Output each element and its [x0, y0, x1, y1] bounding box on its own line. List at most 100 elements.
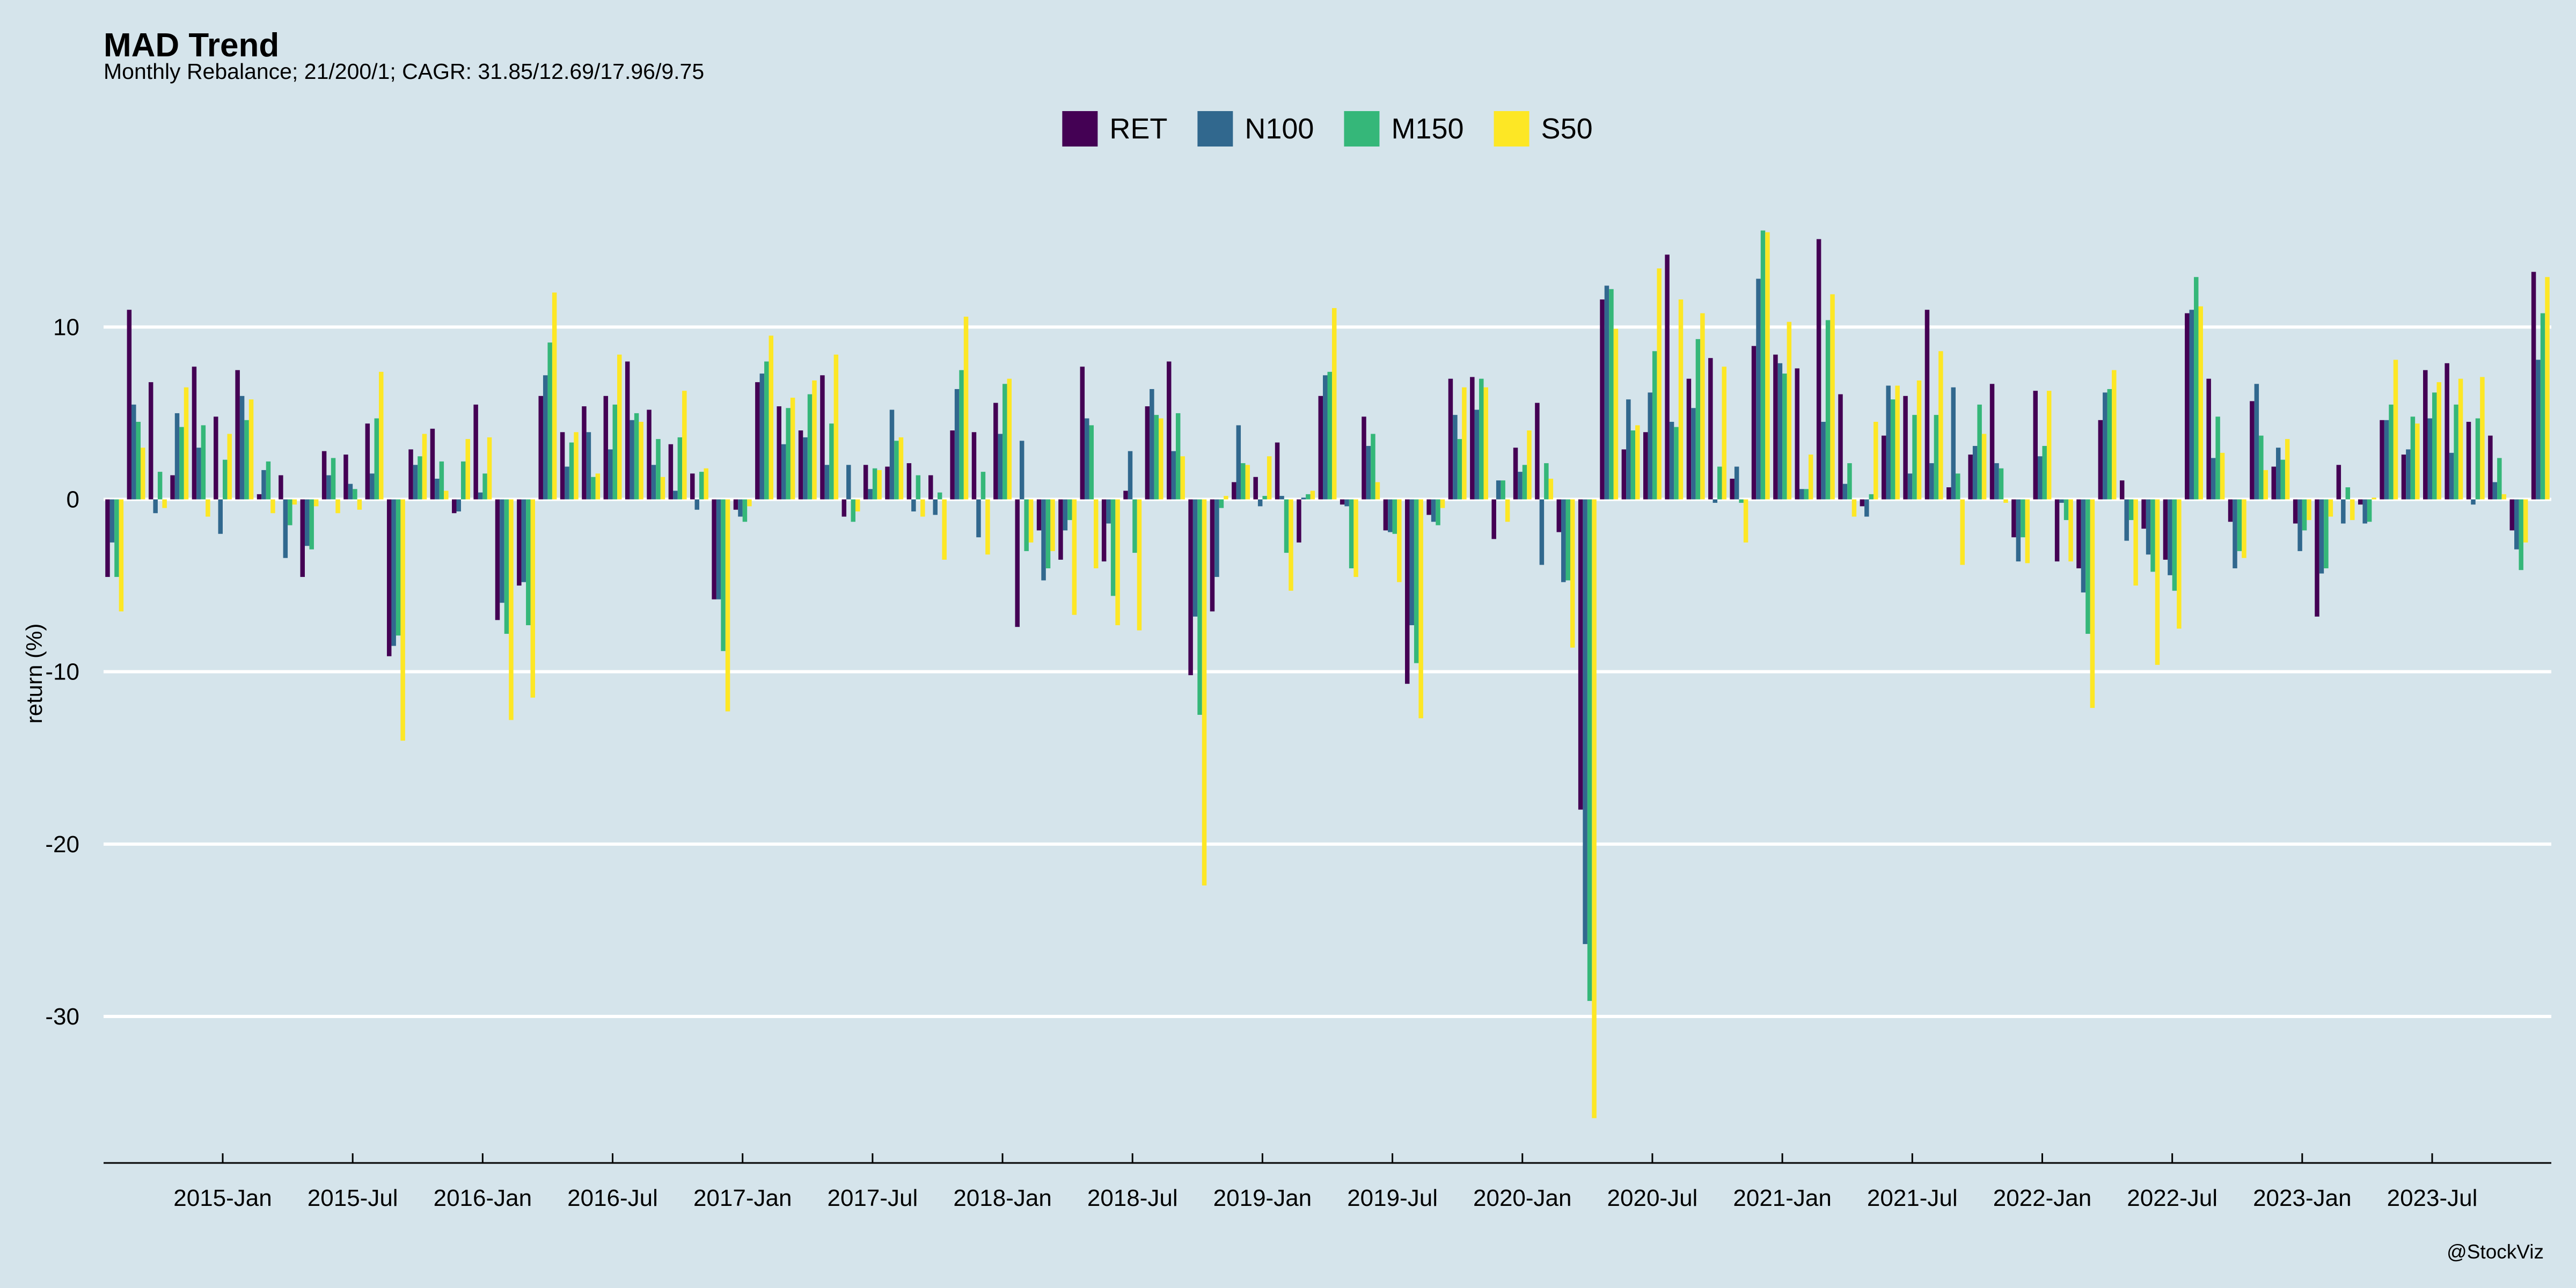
bar [656, 439, 661, 500]
bar [1977, 404, 1982, 500]
bar [1674, 427, 1679, 500]
bar [244, 420, 249, 500]
bar [2380, 420, 2384, 500]
bar [889, 409, 895, 500]
bar [2358, 499, 2363, 505]
bar [824, 465, 830, 500]
y-tick-label: -20 [45, 831, 79, 858]
bar [119, 499, 124, 612]
bar [353, 489, 357, 500]
bar [1907, 473, 1913, 500]
bar [1085, 418, 1089, 500]
bar [1765, 232, 1770, 500]
bar [877, 470, 882, 500]
bar [1782, 374, 1787, 500]
bar [1934, 415, 1939, 500]
bar [509, 499, 514, 720]
bar [2150, 499, 2155, 572]
bar [391, 499, 396, 646]
bar [1960, 499, 1965, 565]
bar [803, 437, 808, 500]
x-tick-label: 2017-Jul [827, 1185, 918, 1211]
bar [435, 478, 440, 500]
bar [712, 499, 716, 599]
bar [639, 421, 643, 500]
bar [1956, 473, 1960, 500]
x-tick-label: 2016-Jan [434, 1185, 532, 1211]
bar [1318, 396, 1323, 500]
bar [916, 475, 921, 500]
bar [1804, 489, 1809, 500]
bar [1869, 494, 1874, 500]
bar [937, 492, 942, 500]
bar [2372, 497, 2376, 500]
bar [517, 499, 522, 586]
bar [1760, 230, 1766, 500]
bar [370, 473, 375, 500]
bar [1128, 451, 1133, 500]
bar [1751, 346, 1757, 500]
bar [2545, 277, 2550, 500]
bar [1535, 402, 1540, 500]
bar [2081, 499, 2086, 592]
bar [625, 361, 630, 500]
bar [1994, 463, 1999, 500]
x-tick-label: 2023-Jul [2387, 1185, 2478, 1211]
bar [1717, 466, 1722, 500]
bar [2350, 499, 2355, 521]
bar [1150, 389, 1154, 500]
bar [547, 342, 552, 500]
bar [1881, 435, 1886, 500]
bar [552, 292, 557, 500]
bar [2163, 499, 2168, 560]
legend-swatch [1494, 111, 1529, 147]
bar [157, 472, 163, 500]
bar [894, 441, 899, 500]
bar [1665, 254, 1670, 500]
bar [2297, 499, 2302, 551]
bar [1392, 499, 1397, 534]
bar [1578, 499, 1583, 810]
bar [911, 499, 916, 511]
bar [1058, 499, 1063, 560]
bar [759, 374, 765, 500]
bar [595, 473, 601, 500]
bar [747, 499, 752, 507]
bar [1072, 499, 1077, 615]
bar [677, 437, 683, 500]
bar [1527, 430, 1532, 500]
bar [1722, 367, 1726, 500]
bar [1678, 299, 1684, 500]
bar [2119, 480, 2125, 500]
bar [694, 499, 699, 510]
bar [855, 499, 860, 511]
bar [1613, 328, 1619, 500]
bar [1505, 499, 1510, 522]
bar [430, 428, 435, 500]
bar [357, 499, 362, 510]
bar [1895, 385, 1900, 500]
bar [2068, 499, 2073, 562]
bar [721, 499, 726, 652]
bar [2124, 499, 2129, 541]
bar [1340, 499, 1345, 505]
bar [1123, 491, 1128, 500]
bar [790, 398, 795, 500]
bar [2445, 363, 2449, 500]
bar [1890, 399, 1896, 500]
bar [1864, 499, 1869, 517]
bar [755, 382, 760, 500]
bar [214, 416, 218, 500]
bar [343, 455, 348, 500]
bar [812, 380, 817, 500]
bar [569, 442, 574, 500]
bar [1007, 378, 1012, 500]
bar [482, 473, 487, 500]
bar [526, 499, 531, 625]
bar [1202, 499, 1207, 885]
bar [465, 439, 470, 500]
bar [582, 406, 587, 500]
bar [1159, 418, 1163, 500]
bar [1946, 487, 1951, 500]
bar [833, 354, 839, 500]
